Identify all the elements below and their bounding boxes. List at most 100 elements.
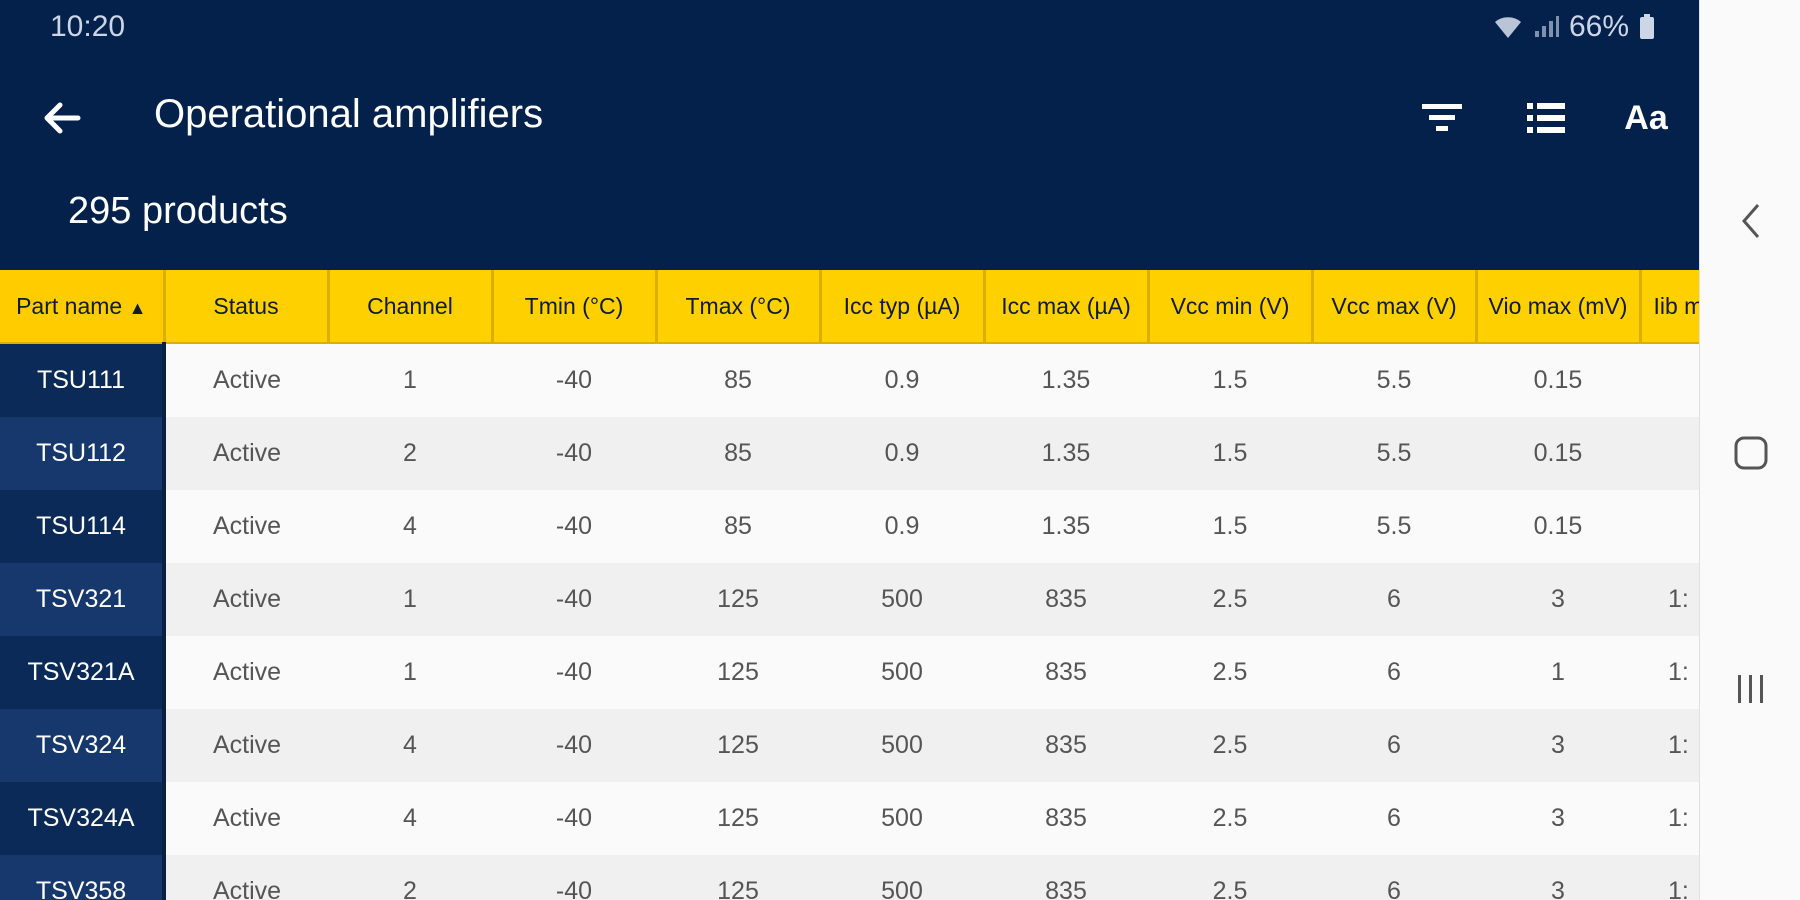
table-cell: 2.5: [1148, 709, 1312, 782]
table-cell: 85: [656, 417, 820, 490]
table-cell: Active: [164, 855, 328, 900]
product-count: 295 products: [68, 190, 288, 232]
table-cell: 1.35: [984, 490, 1148, 563]
column-header-part-name[interactable]: Part name ▲: [0, 270, 166, 344]
table-cell: 3: [1476, 563, 1640, 636]
table-header-row: Part name ▲ Status Channel Tmin (°C) Tma…: [0, 270, 1699, 344]
table-cell: 500: [820, 782, 984, 855]
status-bar: 10:20 66%: [0, 0, 1699, 58]
column-header-icc-typ[interactable]: Icc typ (µA): [820, 270, 986, 344]
table-cell: 835: [984, 636, 1148, 709]
table-cell: 125: [656, 782, 820, 855]
table-row[interactable]: TSV358 Active 2 -40 125 500 835 2.5 6 3 1:: [0, 855, 1699, 900]
table-cell: 500: [820, 636, 984, 709]
table-cell: Active: [164, 490, 328, 563]
table-cell: 5.5: [1312, 417, 1476, 490]
part-name-cell: TSU111: [0, 343, 166, 417]
filter-button[interactable]: [1418, 94, 1466, 142]
table-cell: 85: [656, 490, 820, 563]
table-cell: 500: [820, 855, 984, 900]
table-cell: 500: [820, 709, 984, 782]
column-header-tmin[interactable]: Tmin (°C): [492, 270, 658, 344]
table-row[interactable]: TSV321 Active 1 -40 125 500 835 2.5 6 3 1:: [0, 563, 1699, 636]
column-header-icc-max[interactable]: Icc max (µA): [984, 270, 1150, 344]
table-cell: Active: [164, 343, 328, 417]
table-cell: 4: [328, 490, 492, 563]
column-header-iib[interactable]: Iib m: [1640, 270, 1699, 344]
table-cell: 125: [656, 709, 820, 782]
table-cell: 1:: [1640, 636, 1699, 709]
table-cell: 1: [328, 343, 492, 417]
table-cell: 1.5: [1148, 417, 1312, 490]
column-header-status[interactable]: Status: [164, 270, 330, 344]
table-cell: -40: [492, 563, 656, 636]
nav-back-button[interactable]: [1726, 196, 1776, 246]
font-size-button[interactable]: Aa: [1624, 98, 1668, 137]
column-header-vcc-min[interactable]: Vcc min (V): [1148, 270, 1314, 344]
table-row[interactable]: TSV321A Active 1 -40 125 500 835 2.5 6 1 1:: [0, 636, 1699, 709]
table-row[interactable]: TSV324 Active 4 -40 125 500 835 2.5 6 3 1:: [0, 709, 1699, 782]
nav-recents-button[interactable]: [1726, 664, 1776, 714]
table-cell: 2.5: [1148, 636, 1312, 709]
table-cell: 5.5: [1312, 490, 1476, 563]
table-cell: 0.9: [820, 343, 984, 417]
table-cell: -40: [492, 855, 656, 900]
table-cell: Active: [164, 417, 328, 490]
table-cell: 6: [1312, 709, 1476, 782]
battery-icon: [1639, 14, 1655, 40]
table-cell: 835: [984, 782, 1148, 855]
status-time: 10:20: [50, 10, 126, 43]
column-header-vcc-max[interactable]: Vcc max (V): [1312, 270, 1478, 344]
part-name-cell: TSV358: [0, 855, 166, 900]
nav-home-button[interactable]: [1726, 428, 1776, 478]
table-cell: -40: [492, 343, 656, 417]
back-button[interactable]: [38, 94, 86, 142]
table-cell: -40: [492, 490, 656, 563]
column-header-vio-max[interactable]: Vio max (mV): [1476, 270, 1642, 344]
table-row[interactable]: TSU112 Active 2 -40 85 0.9 1.35 1.5 5.5 0.15: [0, 417, 1699, 490]
table-cell: 6: [1312, 855, 1476, 900]
table-cell: -40: [492, 709, 656, 782]
signal-icon: [1533, 15, 1559, 39]
recents-icon: [1738, 675, 1763, 703]
page-title: Operational amplifiers: [154, 92, 544, 136]
column-header-tmax[interactable]: Tmax (°C): [656, 270, 822, 344]
table-cell: 1:: [1640, 782, 1699, 855]
table-cell: 2.5: [1148, 782, 1312, 855]
table-cell: 3: [1476, 709, 1640, 782]
table-cell: 0.9: [820, 490, 984, 563]
table-cell: 0.15: [1476, 417, 1640, 490]
table-row[interactable]: TSU114 Active 4 -40 85 0.9 1.35 1.5 5.5 0.15: [0, 490, 1699, 563]
table-cell: 6: [1312, 563, 1476, 636]
arrow-left-icon: [44, 102, 81, 134]
table-row[interactable]: TSU111 Active 1 -40 85 0.9 1.35 1.5 5.5 0.15: [0, 343, 1699, 417]
table-cell: Active: [164, 782, 328, 855]
table-cell: 1: [328, 563, 492, 636]
table-row[interactable]: TSV324A Active 4 -40 125 500 835 2.5 6 3 1:: [0, 782, 1699, 855]
table-cell: 2.5: [1148, 855, 1312, 900]
column-header-channel[interactable]: Channel: [328, 270, 494, 344]
table-cell: 125: [656, 563, 820, 636]
table-cell: 0.15: [1476, 490, 1640, 563]
table-cell: 85: [656, 343, 820, 417]
table-cell: 1:: [1640, 709, 1699, 782]
app-window: 10:20 66% Operational amplifiers: [0, 0, 1699, 900]
filter-icon: [1422, 104, 1462, 131]
table-cell: 2.5: [1148, 563, 1312, 636]
table-cell: Active: [164, 709, 328, 782]
table-cell: -40: [492, 782, 656, 855]
product-table: Part name ▲ Status Channel Tmin (°C) Tma…: [0, 270, 1699, 900]
table-cell: 835: [984, 855, 1148, 900]
table-cell: 6: [1312, 636, 1476, 709]
home-square-icon: [1734, 436, 1768, 470]
part-name-cell: TSU114: [0, 490, 166, 563]
table-cell: 4: [328, 782, 492, 855]
table-cell: 1:: [1640, 855, 1699, 900]
list-view-button[interactable]: [1522, 94, 1570, 142]
table-cell: 125: [656, 855, 820, 900]
table-cell: Active: [164, 563, 328, 636]
table-cell: -40: [492, 417, 656, 490]
wifi-icon: [1493, 14, 1523, 40]
table-cell: 1: [1476, 636, 1640, 709]
table-cell: 0.9: [820, 417, 984, 490]
